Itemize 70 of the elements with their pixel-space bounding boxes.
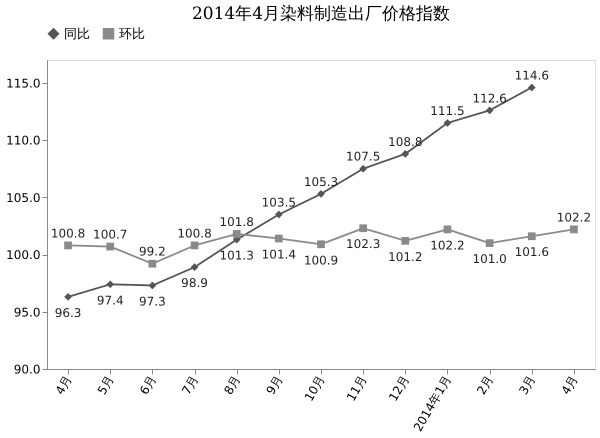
y-tick-label: 110.0	[6, 134, 40, 148]
data-label: 108.8	[388, 134, 422, 149]
x-tick-label: 8月	[221, 373, 244, 398]
data-label: 101.2	[388, 250, 422, 264]
data-label: 105.3	[304, 174, 338, 189]
point	[317, 190, 325, 198]
y-tick-label: 115.0	[6, 76, 40, 90]
data-label: 101.0	[472, 252, 507, 266]
y-tick-label: 95.0	[14, 305, 40, 320]
point	[274, 210, 283, 218]
data-label: 103.5	[262, 196, 296, 210]
point	[148, 282, 156, 290]
data-label: 101.3	[220, 248, 254, 263]
y-tick-label: 105.0	[6, 190, 40, 205]
point	[528, 232, 536, 240]
legend-label: 同比	[64, 26, 90, 42]
data-label: 98.9	[181, 276, 208, 290]
legend-label: 环比	[119, 26, 145, 42]
data-label: 100.9	[304, 253, 338, 268]
point	[190, 263, 198, 272]
data-label: 102.2	[556, 210, 592, 224]
data-label: 114.6	[514, 68, 549, 82]
point	[106, 242, 114, 250]
data-label: 100.8	[50, 226, 86, 240]
point	[317, 240, 325, 248]
data-label: 100.8	[177, 226, 212, 240]
data-label: 101.6	[514, 245, 549, 260]
x-tick-label: 4月	[52, 373, 75, 398]
point	[64, 293, 72, 301]
point	[64, 242, 72, 250]
data-label: 97.3	[139, 294, 166, 308]
data-label: 107.5	[346, 150, 380, 164]
data-label: 111.5	[430, 104, 465, 118]
point	[444, 119, 452, 127]
point	[359, 224, 368, 232]
chart-title: 2014年4月染料制造出厂价格指数	[192, 4, 450, 24]
y-tick-label: 100.0	[6, 248, 40, 262]
x-tick-label: 4月	[558, 373, 580, 398]
data-label: 101.8	[220, 214, 254, 229]
point	[401, 236, 410, 245]
x-tick-label: 2月	[474, 373, 496, 398]
data-label: 99.2	[139, 244, 166, 259]
point	[274, 234, 283, 242]
data-label: 96.3	[54, 306, 82, 320]
data-label: 97.4	[96, 293, 124, 308]
point	[570, 226, 578, 234]
data-label: 112.6	[472, 91, 507, 106]
point	[359, 164, 368, 173]
data-label: 102.3	[346, 237, 380, 252]
point	[401, 150, 410, 158]
point	[106, 280, 114, 288]
x-tick-label: 12月	[386, 373, 412, 404]
point	[528, 84, 536, 92]
x-tick-label: 3月	[516, 373, 538, 398]
x-tick-label: 10月	[302, 373, 328, 404]
point	[190, 242, 198, 250]
data-label: 102.2	[430, 238, 465, 252]
point	[486, 106, 494, 114]
point	[232, 230, 241, 238]
data-label: 101.4	[262, 248, 296, 262]
x-tick-label: 7月	[179, 373, 202, 398]
y-tick-label: 90.0	[14, 362, 40, 376]
x-tick-label: 5月	[94, 373, 117, 398]
data-label: 100.7	[93, 228, 128, 242]
point	[486, 239, 494, 247]
x-tick-label: 11月	[344, 373, 370, 404]
point	[444, 226, 452, 234]
x-tick-label: 6月	[137, 373, 159, 398]
x-tick-label: 9月	[263, 373, 286, 398]
point	[148, 260, 156, 268]
